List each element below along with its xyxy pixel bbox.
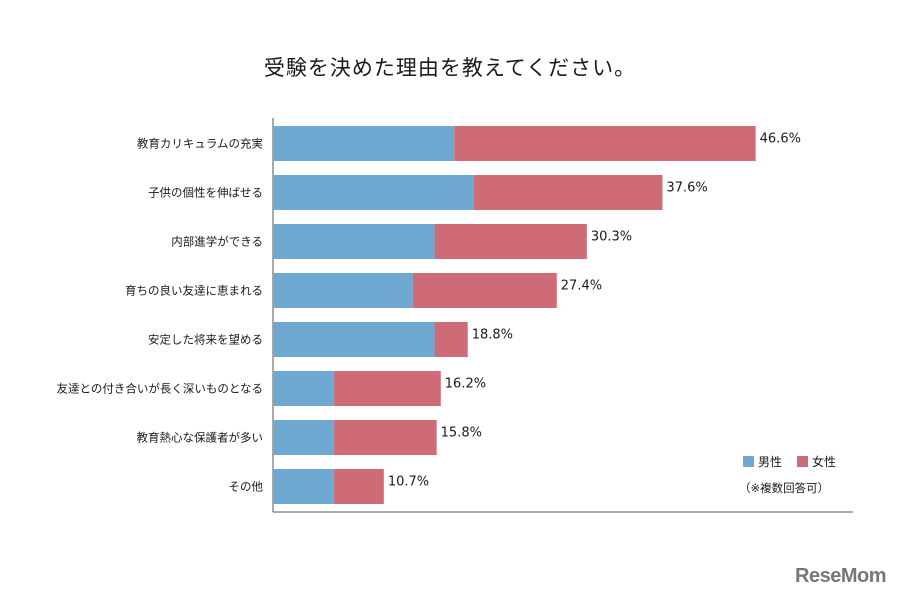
bar-segment-male xyxy=(273,224,435,259)
resemom-logo: ReseMom xyxy=(795,565,886,587)
bar-segment-male xyxy=(273,469,335,504)
total-value-label: 16.2% xyxy=(445,377,486,392)
legend-swatch xyxy=(743,456,754,467)
total-value-label: 10.7% xyxy=(388,475,429,490)
bar-segment-male xyxy=(273,420,335,455)
legend-label: 女性 xyxy=(812,454,836,469)
bar-segment-female xyxy=(454,126,756,161)
category-label: 育ちの良い友達に恵まれる xyxy=(125,284,263,298)
bar-segment-male xyxy=(273,126,455,161)
bar-segment-male xyxy=(273,175,474,210)
bar-segment-female xyxy=(334,420,437,455)
bar-segment-male xyxy=(273,371,335,406)
legend-swatch xyxy=(797,456,808,467)
bar-segment-female xyxy=(434,322,468,357)
legend-label: 男性 xyxy=(758,455,782,469)
category-label: 安定した将来を望める xyxy=(148,333,263,347)
category-label: 内部進学ができる xyxy=(171,235,263,249)
category-label: 教育カリキュラムの充実 xyxy=(137,137,263,151)
bar-segment-male xyxy=(273,322,435,357)
total-value-label: 15.8% xyxy=(441,426,482,441)
bar-segment-female xyxy=(473,175,663,210)
bar-segment-male xyxy=(273,273,413,308)
total-value-label: 37.6% xyxy=(666,181,707,196)
bar-segment-female xyxy=(334,371,441,406)
bar-segment-female xyxy=(412,273,557,308)
total-value-label: 18.8% xyxy=(472,328,513,343)
multiple-answer-note: （※複数回答可） xyxy=(739,481,829,495)
category-label: 教育熱心な保護者が多い xyxy=(137,431,264,445)
category-label: その他 xyxy=(229,480,264,494)
chart-title: 受験を決めた理由を教えてください。 xyxy=(263,56,637,80)
total-value-label: 46.6% xyxy=(760,132,801,147)
bar-segment-female xyxy=(334,469,384,504)
total-value-label: 27.4% xyxy=(561,279,602,294)
category-label: 子供の個性を伸ばせる xyxy=(148,186,263,200)
category-label: 友達との付き合いが長く深いものとなる xyxy=(56,382,263,396)
total-value-label: 30.3% xyxy=(591,230,632,245)
bar-segment-female xyxy=(434,224,587,259)
